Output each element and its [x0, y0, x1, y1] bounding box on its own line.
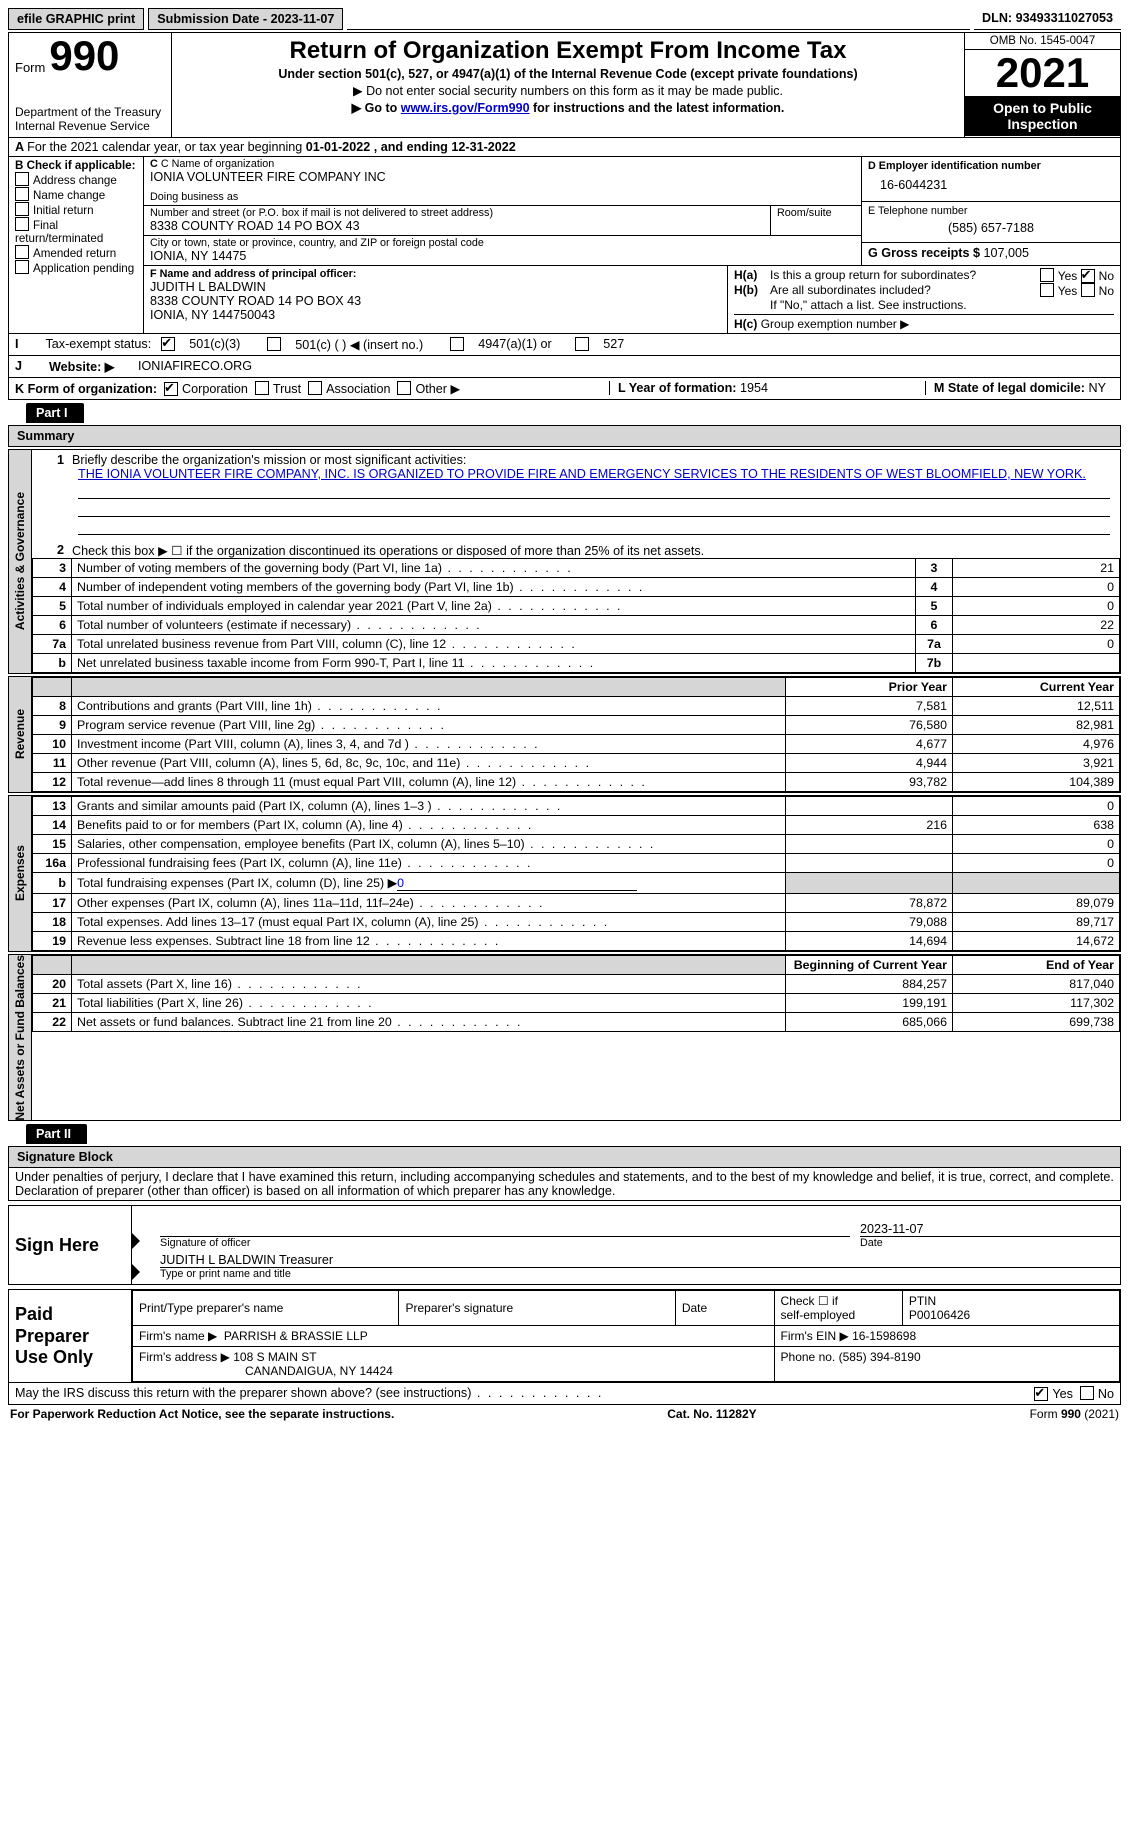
form-number: Form990: [15, 37, 165, 75]
side-expenses: Expenses: [8, 795, 32, 952]
form-outer: Form990 Department of the Treasury Inter…: [8, 32, 1121, 400]
part-ii-label: Part II: [26, 1124, 87, 1144]
org-name: IONIA VOLUNTEER FIRE COMPANY INC: [144, 170, 861, 186]
line-k: K Form of organization: Corporation Trus…: [15, 381, 460, 396]
side-activities: Activities & Governance: [8, 449, 32, 674]
dln: DLN: 93493311027053: [974, 8, 1121, 30]
form990-link[interactable]: www.irs.gov/Form990: [401, 101, 530, 115]
omb-no: OMB No. 1545-0047: [965, 33, 1120, 50]
perjury-declaration: Under penalties of perjury, I declare th…: [8, 1168, 1121, 1201]
form-title: Return of Organization Exempt From Incom…: [178, 37, 958, 65]
summary-activities: 1Briefly describe the organization's mis…: [32, 449, 1121, 674]
efile-print-button[interactable]: efile GRAPHIC print: [8, 8, 144, 30]
part-i-label: Part I: [26, 403, 84, 423]
street: 8338 COUNTY ROAD 14 PO BOX 43: [144, 219, 770, 235]
officer-name-title: JUDITH L BALDWIN Treasurer: [160, 1253, 1120, 1268]
submission-date: Submission Date - 2023-11-07: [148, 8, 343, 30]
section-b: B Check if applicable: Address change Na…: [9, 157, 144, 333]
ein: 16-6044231: [868, 172, 1114, 198]
arrow-icon: [132, 1233, 156, 1249]
dept-treasury: Department of the Treasury Internal Reve…: [15, 105, 165, 133]
subtitle-2: ▶ Do not enter social security numbers o…: [178, 83, 958, 98]
subtitle-3: ▶ Go to www.irs.gov/Form990 for instruct…: [178, 100, 958, 115]
section-h: H(a)Is this a group return for subordina…: [727, 266, 1120, 333]
section-f: F Name and address of principal officer:…: [144, 266, 727, 333]
may-discuss: May the IRS discuss this return with the…: [8, 1383, 1121, 1405]
line-m: M State of legal domicile: NY: [925, 381, 1114, 395]
signature-date: 2023-11-07: [860, 1210, 1120, 1237]
city-state-zip: IONIA, NY 14475: [144, 249, 861, 265]
firm-name: PARRISH & BRASSIE LLP: [224, 1329, 368, 1343]
line-j: J Website: ▶ IONIAFIRECO.ORG: [9, 355, 1120, 377]
side-net-assets: Net Assets or Fund Balances: [8, 954, 32, 1122]
side-revenue: Revenue: [8, 676, 32, 793]
part-ii-title: Signature Block: [8, 1146, 1121, 1168]
part-i-title: Summary: [8, 425, 1121, 447]
gross-receipts: 107,005: [984, 246, 1030, 260]
line-i: I Tax-exempt status: 501(c)(3) 501(c) ( …: [9, 333, 1120, 355]
firm-phone: (585) 394-8190: [839, 1350, 921, 1364]
top-bar: efile GRAPHIC print Submission Date - 20…: [8, 8, 1121, 30]
subtitle-1: Under section 501(c), 527, or 4947(a)(1)…: [178, 67, 958, 81]
open-to-public: Open to Public Inspection: [965, 96, 1120, 136]
tax-year: 2021: [965, 50, 1120, 96]
firm-ein: 16-1598698: [852, 1329, 916, 1343]
dba: [144, 203, 861, 205]
ptin: P00106426: [909, 1308, 970, 1322]
firm-addr: 108 S MAIN ST: [233, 1350, 316, 1364]
paid-preparer-block: Paid Preparer Use Only Print/Type prepar…: [8, 1289, 1121, 1383]
line-l: L Year of formation: 1954: [609, 381, 776, 395]
sign-here-label: Sign Here: [9, 1206, 132, 1284]
website: IONIAFIRECO.ORG: [138, 359, 252, 373]
telephone: (585) 657-7188: [868, 217, 1114, 239]
arrow-icon: [132, 1264, 156, 1280]
line-a: A For the 2021 calendar year, or tax yea…: [9, 138, 1120, 157]
page-footer: For Paperwork Reduction Act Notice, see …: [8, 1405, 1121, 1421]
